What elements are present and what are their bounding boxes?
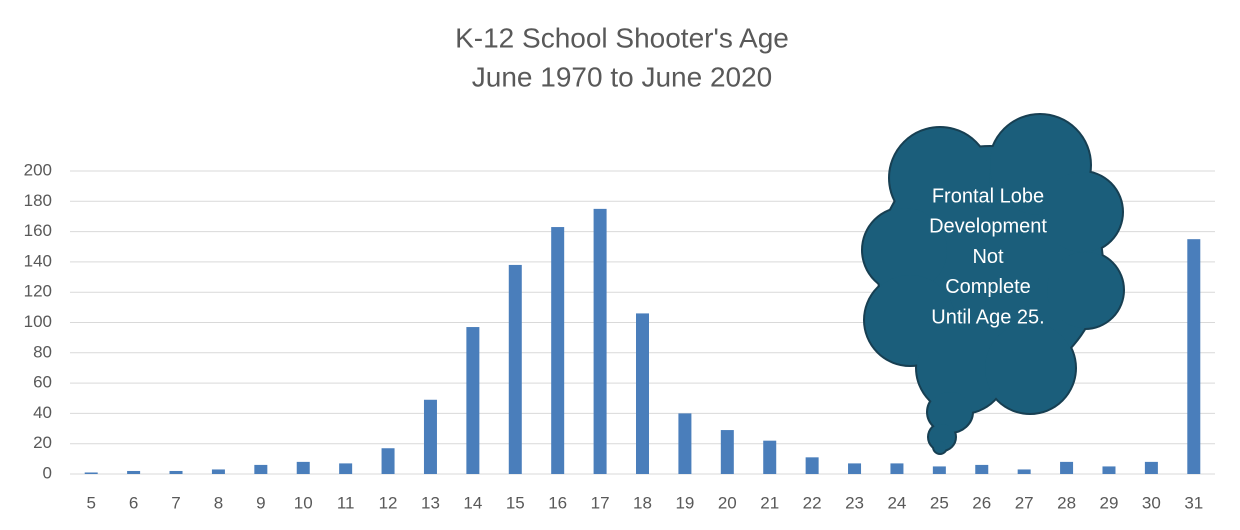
y-tick-label: 180 [24, 191, 52, 210]
cloud-part [1042, 172, 1122, 252]
x-tick-label: 6 [129, 493, 138, 512]
cloud-part [928, 392, 972, 432]
x-tick-label: 13 [421, 493, 440, 512]
x-tick-label: 19 [675, 493, 694, 512]
x-tick-label: 27 [1015, 493, 1034, 512]
cloud-part [1047, 252, 1123, 328]
y-tick-label: 80 [33, 342, 52, 361]
y-tick-label: 100 [24, 312, 52, 331]
cloud-part [890, 128, 990, 228]
bar [932, 466, 946, 474]
bar [975, 464, 989, 474]
bar [1144, 461, 1158, 474]
x-tick-label: 10 [294, 493, 313, 512]
bar [211, 469, 225, 474]
y-tick-label: 120 [24, 282, 52, 301]
x-tick-label: 8 [214, 493, 223, 512]
x-tick-label: 14 [463, 493, 482, 512]
bar [381, 448, 395, 474]
x-tick-label: 23 [845, 493, 864, 512]
annotation-line: Complete [945, 276, 1031, 298]
y-tick-label: 40 [33, 403, 52, 422]
bar [763, 440, 777, 474]
bar [1060, 461, 1074, 474]
x-tick-label: 21 [760, 493, 779, 512]
x-tick-label: 17 [591, 493, 610, 512]
bar [1187, 239, 1201, 474]
thought-cloud [861, 113, 1125, 455]
x-tick-label: 5 [86, 493, 95, 512]
bar [339, 463, 353, 474]
bar [254, 464, 268, 474]
bar [423, 399, 437, 474]
chart-title: K-12 School Shooter's Age [455, 22, 789, 53]
cloud-part [863, 208, 947, 292]
x-tick-label: 24 [887, 493, 906, 512]
x-tick-label: 15 [506, 493, 525, 512]
bar [551, 227, 565, 474]
annotation-line: Until Age 25. [931, 306, 1044, 328]
x-tick-label: 20 [718, 493, 737, 512]
x-tick-label: 31 [1184, 493, 1203, 512]
x-tick-label: 29 [1100, 493, 1119, 512]
y-tick-label: 60 [33, 373, 52, 392]
y-tick-label: 0 [43, 463, 52, 482]
x-tick-label: 22 [803, 493, 822, 512]
bar [466, 327, 480, 474]
bar [127, 470, 141, 474]
x-tick-label: 16 [548, 493, 567, 512]
x-tick-label: 28 [1057, 493, 1076, 512]
annotation-line: Development [929, 216, 1047, 238]
x-tick-label: 9 [256, 493, 265, 512]
bar [508, 264, 522, 474]
bar [169, 470, 183, 474]
y-tick-label: 20 [33, 433, 52, 452]
bar [296, 461, 310, 474]
bar [805, 457, 819, 474]
x-tick-label: 11 [337, 493, 355, 512]
cloud-part [985, 323, 1075, 413]
bar [890, 463, 904, 474]
y-tick-label: 160 [24, 221, 52, 240]
bar [1017, 469, 1031, 474]
bar [593, 208, 607, 474]
bar [636, 313, 649, 474]
cloud-part [917, 323, 1007, 413]
y-tick-label: 140 [24, 251, 52, 270]
x-tick-label: 7 [171, 493, 180, 512]
annotation-line: Frontal Lobe [932, 185, 1044, 207]
bar [1102, 466, 1116, 474]
y-tick-label: 200 [24, 160, 52, 179]
cloud-part [934, 441, 946, 453]
x-tick-label: 25 [930, 493, 949, 512]
bar [678, 413, 692, 474]
annotation-line: Not [972, 246, 1004, 268]
bar [848, 463, 862, 474]
x-tick-label: 12 [379, 493, 398, 512]
x-tick-label: 26 [972, 493, 991, 512]
chart-subtitle: June 1970 to June 2020 [472, 61, 772, 92]
x-tick-label: 30 [1142, 493, 1161, 512]
bar [720, 430, 734, 474]
bar [84, 472, 98, 474]
x-tick-label: 18 [633, 493, 652, 512]
